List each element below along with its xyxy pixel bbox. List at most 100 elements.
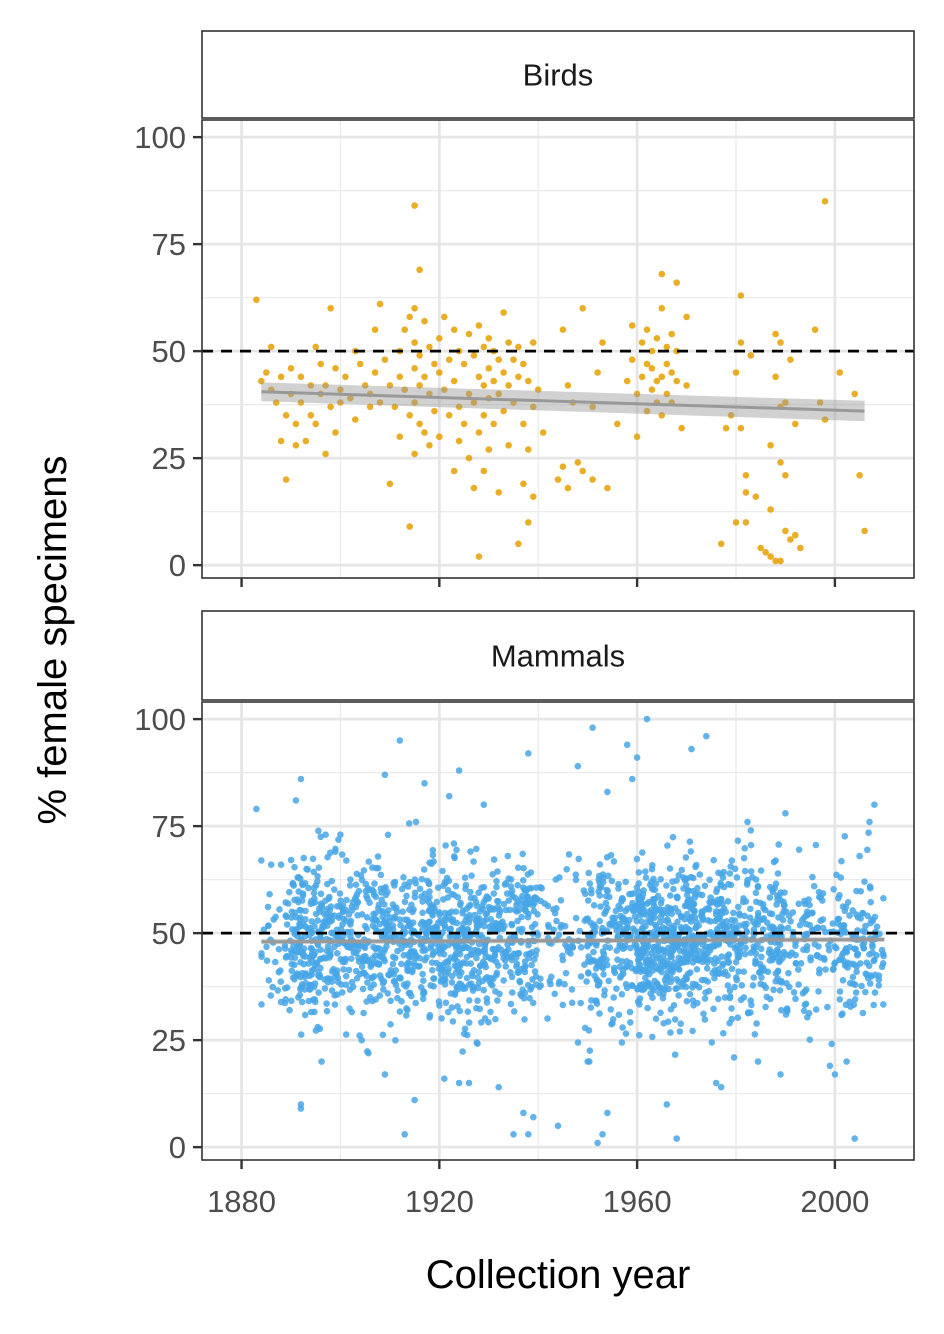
data-point xyxy=(766,894,774,901)
data-point xyxy=(287,365,295,372)
data-point xyxy=(785,969,792,977)
data-point xyxy=(389,960,397,968)
data-point xyxy=(379,1031,387,1039)
data-point xyxy=(487,916,495,923)
data-point xyxy=(306,986,314,993)
data-point xyxy=(371,369,379,376)
data-point xyxy=(704,950,711,958)
data-point xyxy=(563,866,570,873)
facet-panel-0: Birds 0 25 50 75 100 xyxy=(134,30,915,587)
data-point xyxy=(789,909,797,916)
data-point xyxy=(639,949,647,956)
data-point xyxy=(495,489,503,496)
data-point xyxy=(300,854,308,862)
data-point xyxy=(464,1008,472,1015)
data-point xyxy=(529,896,536,903)
data-point xyxy=(305,997,313,1005)
data-point xyxy=(638,373,646,381)
data-point xyxy=(530,493,537,501)
data-point xyxy=(875,976,883,983)
strip-label: Mammals xyxy=(491,639,625,674)
data-point xyxy=(460,360,468,368)
data-point xyxy=(381,901,388,908)
data-point xyxy=(613,947,621,954)
data-point xyxy=(347,876,354,883)
data-point xyxy=(649,994,656,1001)
data-point xyxy=(381,356,389,364)
data-point xyxy=(837,956,844,963)
data-point xyxy=(489,871,496,878)
data-point xyxy=(303,865,310,873)
data-point xyxy=(396,916,404,923)
data-point xyxy=(342,917,350,925)
data-point xyxy=(689,984,696,991)
data-point xyxy=(777,459,784,466)
data-point xyxy=(391,403,399,411)
data-point xyxy=(596,861,604,868)
data-point xyxy=(505,897,512,904)
data-point xyxy=(861,878,868,885)
y-tick-label: 50 xyxy=(152,334,186,369)
data-point xyxy=(272,958,279,966)
data-point xyxy=(358,963,366,970)
data-point xyxy=(288,949,296,957)
data-point xyxy=(843,1058,850,1065)
data-point xyxy=(781,889,788,896)
data-point xyxy=(775,841,782,848)
data-point xyxy=(534,386,542,394)
data-point xyxy=(668,953,675,961)
data-point xyxy=(624,920,631,928)
data-point xyxy=(792,995,799,1003)
data-point xyxy=(359,985,367,993)
data-point xyxy=(865,829,872,836)
data-point xyxy=(585,869,592,877)
data-point xyxy=(267,861,275,868)
data-point xyxy=(576,927,583,935)
data-point xyxy=(810,882,818,890)
data-point xyxy=(465,902,473,910)
data-point xyxy=(706,876,713,884)
data-point xyxy=(778,933,785,940)
data-point xyxy=(645,908,653,916)
data-point xyxy=(559,326,567,334)
data-point xyxy=(711,942,719,949)
data-point xyxy=(473,954,480,962)
data-point xyxy=(664,910,671,917)
data-point xyxy=(640,887,647,894)
data-point xyxy=(490,856,498,863)
data-point xyxy=(405,967,413,974)
data-point xyxy=(416,266,423,274)
data-point xyxy=(649,985,656,992)
data-point xyxy=(361,382,369,389)
data-point xyxy=(797,960,805,967)
data-point xyxy=(762,1003,769,1011)
data-point xyxy=(392,981,400,989)
data-point xyxy=(411,365,418,372)
data-point xyxy=(696,871,704,878)
data-point xyxy=(728,1005,735,1012)
facet-panel-1: Mammals 0 25 50 75 100 1880 1920 1960 2000 xyxy=(134,610,915,1219)
data-point xyxy=(528,961,535,969)
data-point xyxy=(408,992,415,1000)
data-point xyxy=(738,982,746,989)
data-point xyxy=(577,999,584,1007)
data-point xyxy=(643,969,651,976)
data-point xyxy=(726,987,734,994)
data-point xyxy=(501,881,509,888)
data-point xyxy=(551,990,558,998)
data-point xyxy=(282,476,290,483)
data-point xyxy=(644,1004,651,1012)
data-point xyxy=(514,881,521,889)
data-point xyxy=(328,987,336,994)
data-point xyxy=(429,902,436,909)
data-point xyxy=(652,880,660,887)
data-point xyxy=(380,955,387,962)
data-point xyxy=(343,896,350,904)
data-point xyxy=(601,991,608,999)
data-point xyxy=(277,978,285,985)
data-point xyxy=(586,880,594,887)
data-point xyxy=(688,745,695,753)
data-point xyxy=(356,360,364,368)
data-point xyxy=(742,489,750,496)
data-point xyxy=(762,549,769,556)
